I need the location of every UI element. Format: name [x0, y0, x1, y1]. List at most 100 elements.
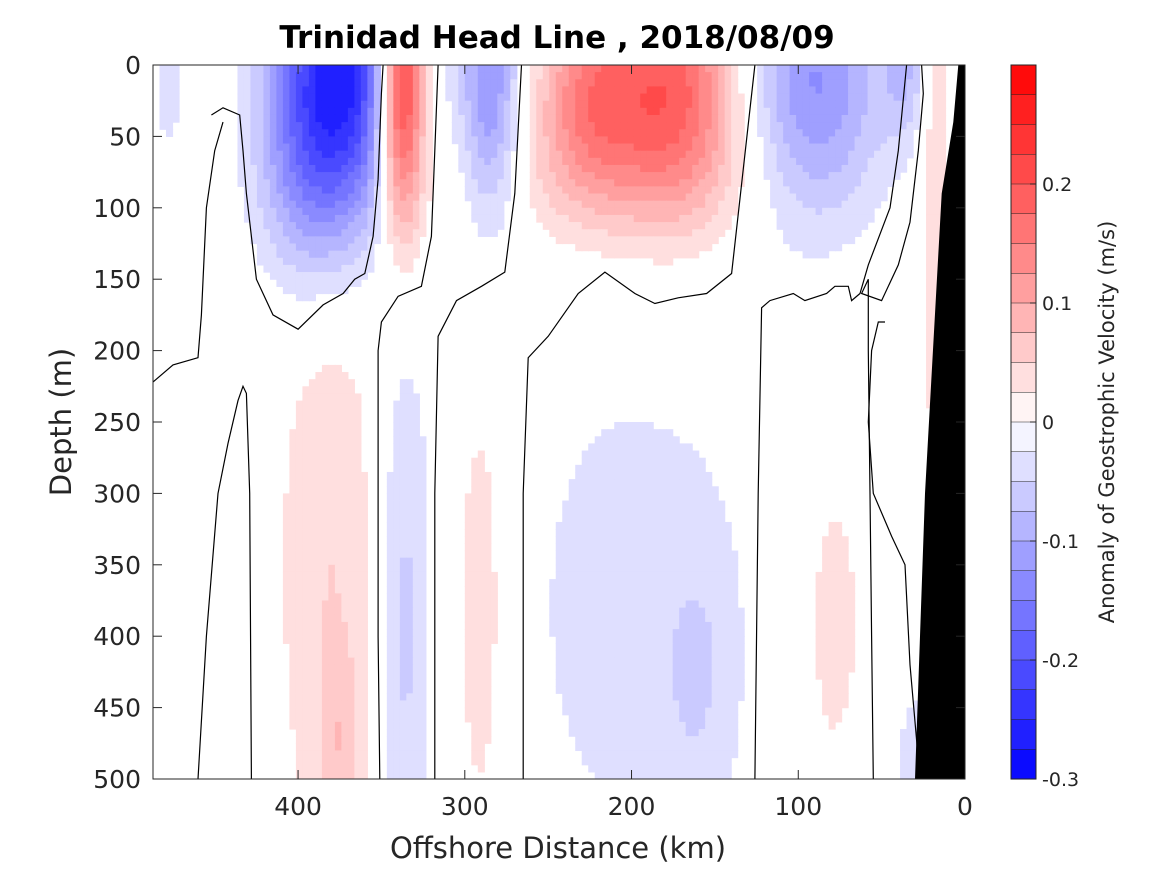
heatmap-cell	[360, 586, 368, 594]
heatmap-cell	[464, 621, 472, 630]
heatmap-cell	[861, 172, 869, 180]
heatmap-cell	[315, 400, 323, 409]
heatmap-cell	[822, 129, 830, 137]
heatmap-cell	[477, 557, 485, 566]
heatmap-cell	[159, 65, 167, 73]
heatmap-cell	[588, 193, 596, 202]
heatmap-cell	[841, 79, 849, 88]
heatmap-cell	[484, 164, 492, 173]
heatmap-cell	[601, 200, 609, 209]
heatmap-cell	[321, 657, 329, 666]
heatmap-cell	[529, 93, 537, 102]
heatmap-cell	[477, 457, 485, 466]
heatmap-cell	[633, 736, 641, 744]
heatmap-cell	[796, 236, 804, 245]
heatmap-cell	[484, 721, 492, 730]
heatmap-cell	[835, 222, 843, 230]
heatmap-cell	[172, 114, 180, 123]
heatmap-cell	[672, 629, 680, 637]
heatmap-cell	[731, 650, 739, 659]
heatmap-cell	[490, 636, 498, 644]
heatmap-cell	[555, 136, 563, 145]
heatmap-cell	[763, 164, 771, 173]
heatmap-cell	[354, 579, 362, 587]
heatmap-cell	[315, 143, 323, 152]
heatmap-cell	[263, 186, 271, 195]
heatmap-cell	[705, 143, 713, 152]
heatmap-cell	[477, 207, 485, 216]
heatmap-cell	[620, 750, 628, 759]
heatmap-cell	[276, 207, 284, 216]
heatmap-cell	[334, 643, 342, 652]
heatmap-cell	[419, 650, 427, 659]
heatmap-cell	[601, 636, 609, 644]
heatmap-cell	[653, 186, 661, 195]
heatmap-cell	[334, 614, 342, 623]
heatmap-cell	[815, 114, 823, 123]
heatmap-cell	[328, 364, 336, 373]
heatmap-cell	[627, 243, 635, 252]
heatmap-cell	[562, 621, 570, 630]
heatmap-cell	[425, 179, 433, 187]
heatmap-cell	[250, 179, 258, 187]
heatmap-cell	[640, 643, 648, 652]
heatmap-cell	[666, 736, 674, 744]
heatmap-cell	[354, 686, 362, 694]
heatmap-cell	[562, 100, 570, 109]
heatmap-cell	[705, 536, 713, 544]
heatmap-cell	[789, 129, 797, 137]
heatmap-cell	[328, 464, 336, 473]
heatmap-cell	[581, 457, 589, 466]
heatmap-cell	[737, 686, 745, 694]
heatmap-cell	[867, 114, 875, 123]
heatmap-cell	[477, 614, 485, 623]
heatmap-cell	[263, 250, 271, 259]
heatmap-cell	[529, 72, 537, 80]
heatmap-cell	[854, 65, 862, 73]
heatmap-cell	[646, 750, 654, 759]
heatmap-cell	[575, 143, 583, 152]
heatmap-cell	[555, 621, 563, 630]
heatmap-cell	[360, 272, 368, 280]
heatmap-cell	[159, 86, 167, 95]
heatmap-cell	[341, 429, 349, 437]
heatmap-cell	[334, 743, 342, 752]
heatmap-cell	[321, 86, 329, 95]
heatmap-cell	[763, 79, 771, 88]
heatmap-cell	[562, 650, 570, 659]
heatmap-cell	[588, 529, 596, 537]
heatmap-cell	[640, 707, 648, 716]
heatmap-cell	[295, 150, 304, 159]
heatmap-cell	[354, 264, 362, 273]
heatmap-cell	[360, 614, 368, 623]
heatmap-cell	[640, 614, 648, 623]
heatmap-cell	[607, 493, 615, 502]
heatmap-cell	[601, 136, 609, 145]
heatmap-cell	[328, 736, 336, 744]
heatmap-cell	[835, 72, 843, 80]
heatmap-cell	[347, 450, 355, 459]
heatmap-cell	[698, 107, 706, 116]
heatmap-cell	[822, 614, 830, 623]
heatmap-cell	[815, 200, 823, 209]
heatmap-cell	[289, 200, 297, 209]
heatmap-cell	[822, 657, 830, 666]
heatmap-cell	[393, 65, 401, 73]
heatmap-cell	[562, 700, 570, 709]
heatmap-cell	[653, 479, 661, 487]
heatmap-cell	[308, 79, 316, 88]
heatmap-cell	[334, 486, 342, 494]
heatmap-cell	[497, 179, 505, 187]
heatmap-cell	[822, 671, 830, 680]
heatmap-cell	[334, 657, 342, 666]
heatmap-cell	[308, 564, 316, 573]
heatmap-cell	[237, 143, 245, 152]
heatmap-cell	[627, 157, 635, 166]
heatmap-cell	[568, 214, 576, 223]
heatmap-cell	[854, 214, 862, 223]
heatmap-cell	[640, 65, 648, 73]
heatmap-cell	[308, 529, 316, 537]
heatmap-cell	[718, 579, 726, 587]
heatmap-cell	[861, 72, 869, 80]
heatmap-cell	[620, 657, 628, 666]
